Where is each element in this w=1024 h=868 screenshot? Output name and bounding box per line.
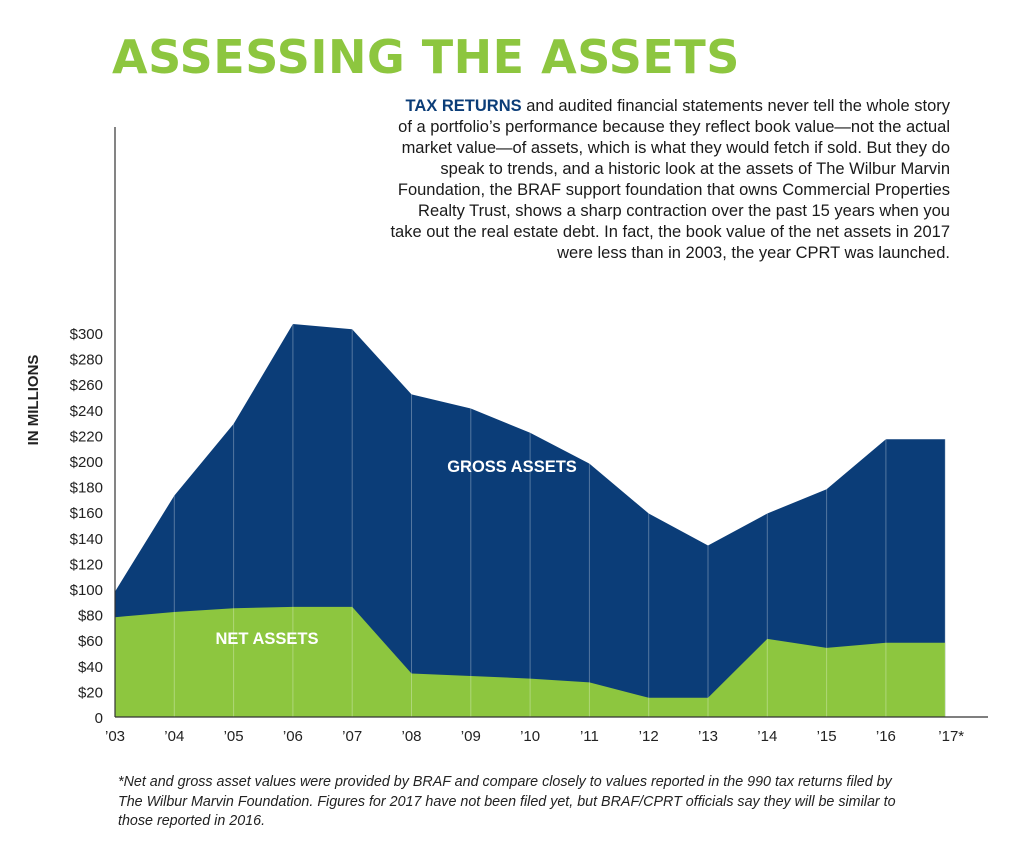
gross-assets-label: GROSS ASSETS — [447, 458, 577, 476]
y-tick-label: $100 — [70, 582, 103, 599]
chart-title: ASSESSING THE ASSETS — [112, 30, 740, 84]
x-tick-label: ’06 — [283, 728, 303, 745]
intro-lead: TAX RETURNS — [405, 97, 522, 115]
y-tick-label: $160 — [70, 505, 103, 522]
net-assets-area — [115, 606, 946, 717]
y-tick-label: $80 — [78, 608, 103, 625]
x-tick-label: ’05 — [224, 728, 244, 745]
footnote: *Net and gross asset values were provide… — [118, 774, 896, 829]
y-tick-label: $220 — [70, 428, 103, 445]
x-tick-label: ’03 — [105, 728, 125, 745]
intro-body: and audited financial statements never t… — [390, 97, 950, 262]
x-tick-label: ’08 — [401, 728, 421, 745]
x-tick-label: ’14 — [757, 728, 777, 745]
y-tick-label: $300 — [70, 326, 103, 343]
x-tick-label: ’11 — [580, 728, 599, 745]
x-tick-label: ’12 — [639, 728, 659, 745]
y-tick-label: $140 — [70, 531, 103, 548]
y-tick-label: $180 — [70, 480, 103, 497]
y-tick-label: $200 — [70, 454, 103, 471]
net-assets-label: NET ASSETS — [216, 630, 319, 648]
x-tick-label: ’13 — [698, 728, 718, 745]
x-tick-label: ’10 — [520, 728, 540, 745]
x-tick-label: ’16 — [876, 728, 896, 745]
x-tick-label: ’04 — [164, 728, 184, 745]
y-tick-label: $120 — [70, 556, 103, 573]
y-tick-label: $60 — [78, 633, 103, 650]
y-tick-label: $20 — [78, 684, 103, 701]
y-tick-label: $240 — [70, 403, 103, 420]
x-tick-label: ’07 — [342, 728, 362, 745]
y-axis-label: IN MILLIONS — [25, 355, 42, 446]
y-tick-label: $280 — [70, 352, 103, 369]
y-tick-label: 0 — [95, 710, 103, 727]
intro-text: TAX RETURNS and audited financial statem… — [390, 96, 950, 264]
x-tick-label: ’09 — [461, 728, 481, 745]
y-tick-label: $40 — [78, 659, 103, 676]
x-tick-label: ’17* — [938, 728, 964, 745]
x-tick-label: ’15 — [817, 728, 837, 745]
y-tick-label: $260 — [70, 377, 103, 394]
